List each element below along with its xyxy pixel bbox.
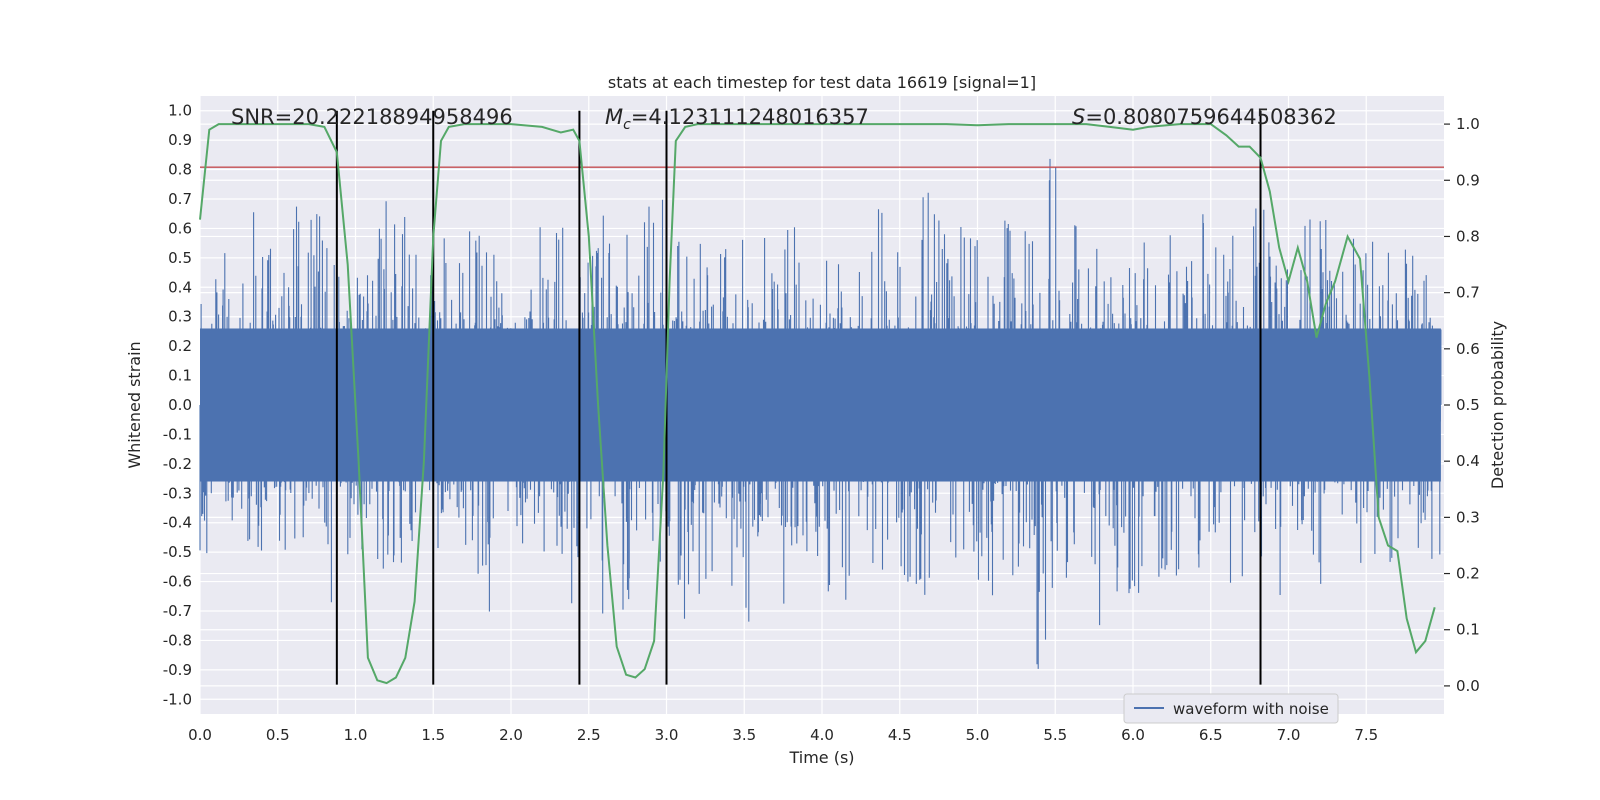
y-tick-label: -0.1: [163, 425, 192, 443]
y-tick-label: -0.8: [163, 631, 192, 649]
x-tick-label: 3.0: [655, 726, 679, 744]
x-tick-label: 5.5: [1043, 726, 1067, 744]
y-tick-label: -0.6: [163, 573, 192, 591]
right-tick-label: 0.0: [1456, 677, 1480, 695]
right-tick-label: 0.1: [1456, 621, 1480, 639]
detection-probability-line: [199, 123, 1436, 685]
y-axis-label: Whitened strain: [125, 341, 144, 468]
chirp-mass-symbol: M: [605, 105, 623, 129]
right-tick-label: 1.0: [1456, 115, 1480, 133]
x-tick-label: 1.0: [344, 726, 368, 744]
x-tick-label: 1.5: [421, 726, 445, 744]
x-tick-label: 0.0: [188, 726, 212, 744]
chirp-mass-subscript: c: [623, 117, 631, 133]
x-tick-label: 4.0: [810, 726, 834, 744]
x-tick-label: 7.0: [1277, 726, 1301, 744]
y-tick-label: 0.3: [168, 308, 192, 326]
s-value: =0.8080759644508362: [1085, 105, 1336, 129]
y-tick-label: -1.0: [163, 690, 192, 708]
x-tick-label: 6.0: [1121, 726, 1145, 744]
y-axis-ticks: 1.0 0.9 0.8 0.7 0.6 0.5 0.4 0.3 0.2 0.1 0.0 -0.1 -0.…: [163, 102, 192, 709]
x-tick-label: 2.5: [577, 726, 601, 744]
y-tick-label: -0.7: [163, 602, 192, 620]
x-axis-ticks: 0.0 0.5 1.0 1.5 2.0 2.5 3.0 3.5 4.0 4.5 5.0 5.5 6.0 6…: [188, 726, 1378, 744]
s-symbol: S: [1072, 105, 1085, 129]
legend-label: waveform with noise: [1173, 700, 1329, 718]
waveform-series: [199, 158, 1442, 669]
legend-box: [1123, 693, 1339, 724]
x-tick-label: 2.0: [499, 726, 523, 744]
y-tick-label: 0.4: [168, 278, 192, 296]
x-axis-label: Time (s): [788, 748, 854, 767]
x-tick-label: 6.5: [1199, 726, 1223, 744]
s-annotation: S=0.8080759644508362: [1072, 105, 1337, 129]
right-tick-label: 0.4: [1456, 452, 1480, 470]
y-tick-label: -0.9: [163, 661, 192, 679]
y-tick-label: 0.9: [168, 131, 192, 149]
y-tick-label: -0.5: [163, 543, 192, 561]
y-tick-label: 0.8: [168, 161, 192, 179]
x-tick-label: 4.5: [888, 726, 912, 744]
right-tick-label: 0.8: [1456, 227, 1480, 245]
y-tick-label: 0.5: [168, 249, 192, 267]
right-axis-ticks: 1.0 0.9 0.8 0.7 0.6 0.5 0.4 0.3 0.2 0.1 0.0: [1444, 115, 1480, 695]
y-tick-label: 0.7: [168, 190, 192, 208]
right-tick-label: 0.7: [1456, 284, 1480, 302]
y-tick-label: 1.0: [168, 102, 192, 120]
right-tick-label: 0.5: [1456, 396, 1480, 414]
right-axis-label: Detection probability: [1488, 321, 1507, 489]
legend: waveform with noise: [1123, 693, 1339, 724]
chirp-mass-value: =4.123111248016357: [631, 105, 869, 129]
y-tick-label: -0.3: [163, 484, 192, 502]
waveform-core-band: [200, 328, 1441, 482]
y-tick-label: -0.2: [163, 455, 192, 473]
y-tick-label: 0.2: [168, 337, 192, 355]
x-tick-label: 3.5: [732, 726, 756, 744]
y-tick-label: 0.0: [168, 396, 192, 414]
right-tick-label: 0.3: [1456, 508, 1480, 526]
right-tick-label: 0.6: [1456, 340, 1480, 358]
y-tick-label: -0.4: [163, 514, 192, 532]
y-tick-label: 0.1: [168, 367, 192, 385]
right-tick-label: 0.2: [1456, 565, 1480, 583]
y-tick-label: 0.6: [168, 219, 192, 237]
right-tick-label: 0.9: [1456, 171, 1480, 189]
x-tick-label: 7.5: [1354, 726, 1378, 744]
snr-annotation: SNR=20.22218894958496: [231, 105, 513, 129]
chirp-mass-annotation: Mc=4.123111248016357: [605, 105, 869, 133]
x-tick-label: 0.5: [266, 726, 290, 744]
chart-title: stats at each timestep for test data 166…: [608, 73, 1036, 92]
x-tick-label: 5.0: [966, 726, 990, 744]
